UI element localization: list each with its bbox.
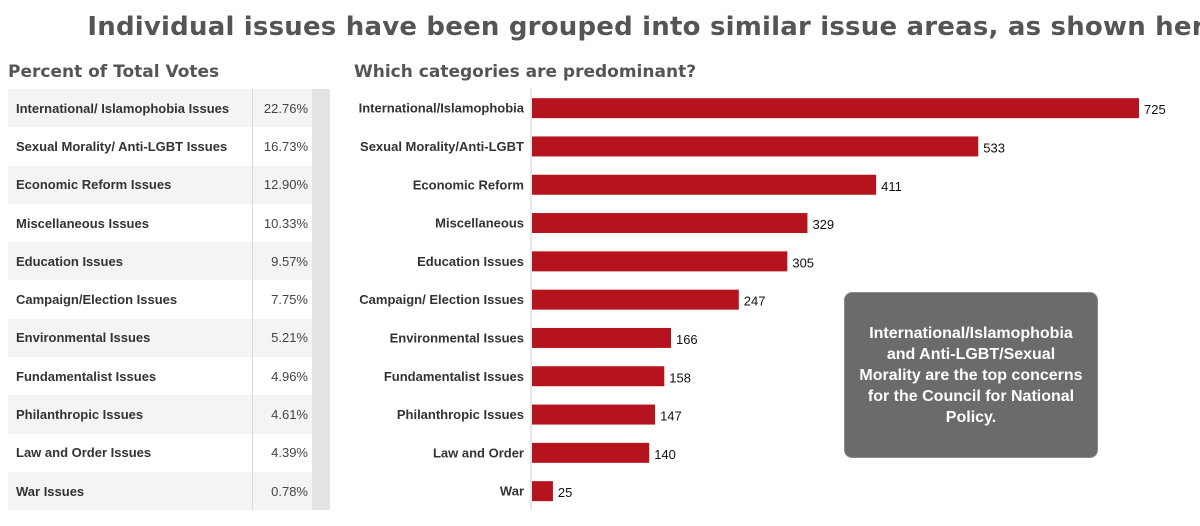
data-label: 166 xyxy=(676,332,698,347)
row-label: Sexual Morality/ Anti-LGBT Issues xyxy=(16,138,228,154)
table-row: Fundamentalist Issues 4.96% xyxy=(8,357,330,396)
row-label: Campaign/Election Issues xyxy=(16,292,178,308)
scrollbar-track[interactable] xyxy=(312,242,330,281)
table-row: Miscellaneous Issues 10.33% xyxy=(8,203,330,243)
table-row: Law and Order Issues 4.39% xyxy=(8,433,330,472)
scrollbar-track[interactable] xyxy=(312,127,330,166)
row-percent: 16.73% xyxy=(252,127,312,166)
scrollbar-track[interactable] xyxy=(312,471,330,511)
bar[interactable] xyxy=(532,289,739,310)
row-label: War Issues xyxy=(8,471,253,511)
bar-chart: International/Islamophobia 725 Sexual Mora… xyxy=(359,89,1166,511)
row-percent: 12.90% xyxy=(252,165,312,204)
row-label: Economic Reform Issues xyxy=(8,165,253,204)
category-label: Philanthropic Issues xyxy=(397,407,524,422)
scrollbar-track[interactable] xyxy=(312,395,330,434)
category-label: Miscellaneous xyxy=(435,216,524,231)
data-label: 158 xyxy=(669,370,691,385)
row-percent: 4.61% xyxy=(252,395,312,434)
table-row: Sexual Morality/ Anti-LGBT Issues 16.73% xyxy=(8,127,330,166)
table-row: International/ Islamophobia Issues 22.76… xyxy=(8,89,330,128)
data-label: 305 xyxy=(792,255,814,270)
data-label: 329 xyxy=(812,217,834,232)
category-label: International/Islamophobia xyxy=(359,101,525,116)
data-label: 247 xyxy=(744,294,766,309)
data-label: 140 xyxy=(654,447,676,462)
bar[interactable] xyxy=(532,327,671,348)
bar[interactable] xyxy=(532,442,650,463)
scrollbar-track[interactable] xyxy=(312,280,330,319)
category-label: Economic Reform xyxy=(413,177,524,192)
data-label: 533 xyxy=(983,140,1005,155)
row-percent: 9.57% xyxy=(252,242,312,281)
data-label: 411 xyxy=(881,179,902,194)
category-label: Law and Order xyxy=(433,445,524,460)
row-percent: 0.78% xyxy=(252,471,312,511)
bar[interactable] xyxy=(532,213,808,234)
table-row: Economic Reform Issues 12.90% xyxy=(8,165,330,204)
row-percent: 5.21% xyxy=(252,318,312,358)
row-label: Education Issues xyxy=(8,242,253,281)
row-percent: 4.96% xyxy=(252,357,312,396)
scrollbar-track[interactable] xyxy=(312,318,330,358)
bar[interactable] xyxy=(532,481,553,502)
scrollbar-track[interactable] xyxy=(312,433,330,472)
callout-box: International/Islamophobia and Anti-LGBT… xyxy=(844,292,1098,458)
table-row: Philanthropic Issues 4.61% xyxy=(8,395,330,434)
category-label: Sexual Morality/Anti-LGBT xyxy=(360,139,524,154)
scrollbar-track[interactable] xyxy=(312,89,330,128)
row-label: Miscellaneous Issues xyxy=(16,215,149,231)
table-row: Environmental Issues 5.21% xyxy=(8,318,330,358)
data-label: 25 xyxy=(558,485,572,500)
row-percent: 10.33% xyxy=(252,203,312,243)
percent-table: International/ Islamophobia Issues 22.76… xyxy=(8,89,330,511)
bar[interactable] xyxy=(532,404,656,425)
table-row: Campaign/Election Issues 7.75% xyxy=(8,280,330,319)
scrollbar-track[interactable] xyxy=(312,357,330,396)
data-label: 725 xyxy=(1144,102,1166,117)
bar[interactable] xyxy=(532,136,979,157)
category-label: Environmental Issues xyxy=(390,330,524,345)
category-label: Fundamentalist Issues xyxy=(384,369,524,384)
bar[interactable] xyxy=(532,174,877,195)
chart-panel-title: Which categories are predominant? xyxy=(354,62,697,82)
bar[interactable] xyxy=(532,366,665,387)
page-title: Individual issues have been grouped into… xyxy=(87,12,1200,42)
row-label: International/ Islamophobia Issues xyxy=(8,89,253,128)
row-label: Philanthropic Issues xyxy=(8,395,253,434)
row-percent: 4.39% xyxy=(252,433,312,472)
table-row: Education Issues 9.57% xyxy=(8,242,330,281)
data-label: 147 xyxy=(660,409,682,424)
row-percent: 22.76% xyxy=(252,89,312,128)
category-label: Campaign/ Election Issues xyxy=(359,292,524,307)
category-label: War xyxy=(500,484,524,499)
category-label: Education Issues xyxy=(417,254,524,269)
row-label: Law and Order Issues xyxy=(16,445,152,461)
row-percent: 7.75% xyxy=(252,280,312,319)
bar[interactable] xyxy=(532,98,1139,119)
row-label: Environmental Issues xyxy=(8,318,253,358)
row-label: Fundamentalist Issues xyxy=(16,368,157,384)
table-row: War Issues 0.78% xyxy=(8,471,330,511)
bar[interactable] xyxy=(532,251,788,272)
callout-text: International/Islamophobia and Anti-LGBT… xyxy=(859,324,1083,426)
scrollbar-track[interactable] xyxy=(312,165,330,204)
scrollbar-track[interactable] xyxy=(312,203,330,243)
percent-panel-title: Percent of Total Votes xyxy=(8,62,220,82)
